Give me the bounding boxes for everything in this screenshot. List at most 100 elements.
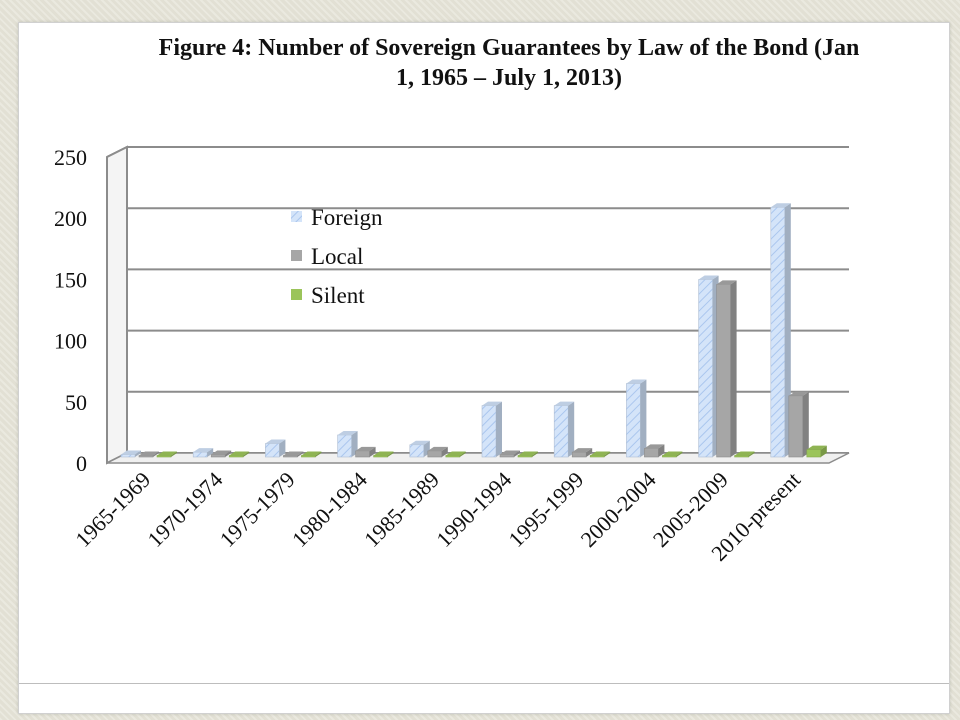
bar-local xyxy=(499,450,520,458)
gridline xyxy=(106,207,849,220)
bar-face xyxy=(788,395,804,458)
bar-silent xyxy=(445,451,466,458)
bar-side xyxy=(135,450,141,457)
bar-local xyxy=(210,450,232,458)
bar-face xyxy=(571,451,587,458)
bar-side xyxy=(532,451,538,457)
bar-face xyxy=(427,450,443,458)
bar-side xyxy=(225,450,232,457)
legend-label-silent: Silent xyxy=(311,283,365,308)
bar-local xyxy=(788,391,809,458)
bar-local xyxy=(716,280,737,458)
bar-face xyxy=(138,455,154,458)
y-tick-label: 150 xyxy=(54,267,87,292)
bar-top xyxy=(427,446,448,451)
bar-top xyxy=(229,451,250,456)
bar-top xyxy=(211,450,232,455)
chart-title: Figure 4: Number of Sovereign Guarantees… xyxy=(158,35,860,91)
x-category-label: 1990-1994 xyxy=(431,467,516,552)
bar-side xyxy=(171,451,177,457)
bar-side xyxy=(315,451,322,457)
bars xyxy=(120,203,827,458)
bar-local xyxy=(138,451,159,458)
bar-side xyxy=(153,451,159,457)
bar-top xyxy=(644,444,665,449)
x-category-label: 1965-1969 xyxy=(70,467,155,552)
bar-top xyxy=(554,401,575,406)
gridline xyxy=(106,390,849,403)
bar-face xyxy=(301,455,316,458)
bar-face xyxy=(373,455,388,458)
gridline xyxy=(106,329,849,342)
bar-top xyxy=(157,451,177,456)
bar-top xyxy=(445,451,466,456)
bar-face xyxy=(589,455,605,458)
bar-top xyxy=(301,451,322,456)
bar-top xyxy=(572,448,593,453)
y-tick-label: 200 xyxy=(54,206,87,231)
bar-chart: 0 50 100 150 200 250 1965-19691970-19741975-19… xyxy=(54,145,850,566)
bar-side xyxy=(207,448,214,457)
legend-swatch-local xyxy=(291,250,302,261)
x-category-label: 1975-1979 xyxy=(215,467,300,552)
bar-face xyxy=(192,451,208,458)
bar-face xyxy=(156,455,172,458)
axes xyxy=(106,145,850,465)
bar-top xyxy=(626,379,647,384)
bar-foreign xyxy=(770,203,791,458)
x-category-label: 1985-1989 xyxy=(359,467,444,552)
bar-local xyxy=(355,446,376,458)
bar-face xyxy=(553,405,569,458)
x-category-label: 1995-1999 xyxy=(503,467,588,552)
bar-face xyxy=(499,454,515,458)
bar-face xyxy=(409,444,425,458)
bar-face xyxy=(662,455,677,458)
bar-silent xyxy=(228,451,250,458)
bar-silent xyxy=(156,451,177,458)
bar-top xyxy=(409,440,430,445)
bar-local xyxy=(427,446,448,458)
bar-side xyxy=(496,401,502,457)
bar-side xyxy=(640,379,647,457)
bar-side xyxy=(784,203,791,457)
bar-side xyxy=(459,451,466,457)
bar-top xyxy=(716,280,737,285)
gridline xyxy=(106,268,849,281)
bar-side xyxy=(514,450,520,457)
bar-foreign xyxy=(192,448,214,458)
bar-top xyxy=(373,451,394,456)
legend-swatch-silent xyxy=(291,289,302,300)
x-category-label: 2000-2004 xyxy=(576,467,661,552)
bar-top xyxy=(518,451,538,456)
bar-local xyxy=(571,448,593,458)
legend-label-local: Local xyxy=(311,244,363,269)
bar-local xyxy=(644,444,665,458)
bar-foreign xyxy=(553,401,575,458)
bar-face xyxy=(770,207,786,458)
bar-side xyxy=(297,451,304,457)
bar-face xyxy=(210,454,226,458)
x-category-label: 1980-1984 xyxy=(287,467,372,552)
gridlines xyxy=(106,146,849,464)
bar-face xyxy=(644,448,659,458)
bar-top xyxy=(337,430,358,435)
bar-top xyxy=(283,451,304,456)
bar-face xyxy=(517,455,533,458)
bar-face xyxy=(337,434,352,458)
legend: Foreign Local Silent xyxy=(291,205,383,308)
bar-side xyxy=(604,451,611,457)
y-tick-label: 50 xyxy=(65,390,87,415)
bar-face xyxy=(716,284,731,458)
bar-top xyxy=(193,448,214,453)
bar-top xyxy=(734,451,755,456)
bar-side xyxy=(369,446,376,457)
gridline xyxy=(106,146,849,158)
y-axis-wall xyxy=(106,145,128,465)
bar-foreign xyxy=(481,401,502,458)
figure-card: Figure 4: Number of Sovereign Guarantees… xyxy=(18,22,950,714)
bar-face xyxy=(228,455,244,458)
bar-face xyxy=(698,279,713,458)
bar-foreign xyxy=(337,430,358,458)
bar-foreign xyxy=(626,379,647,458)
bar-silent xyxy=(517,451,538,458)
